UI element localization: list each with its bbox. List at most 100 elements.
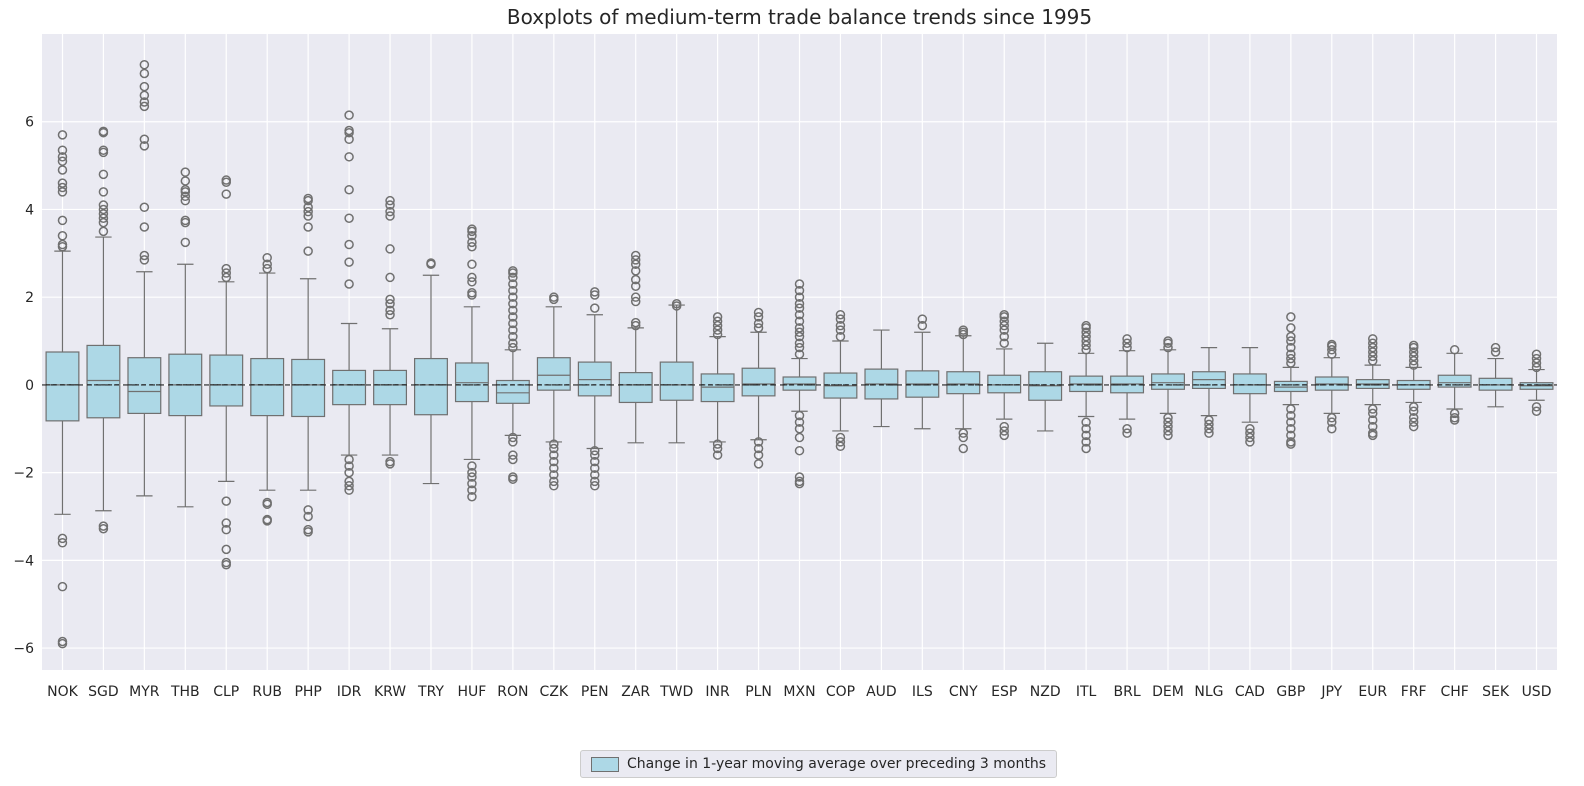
box-iqr: [250, 357, 285, 417]
outlier-point: [344, 184, 354, 195]
outlier-point: [1245, 424, 1255, 434]
outlier-point: [1327, 413, 1337, 423]
outlier-point: [467, 224, 477, 234]
outlier-point: [98, 213, 109, 223]
outlier-point: [712, 329, 723, 340]
outlier-point: [794, 285, 805, 296]
outlier-point: [1081, 345, 1091, 355]
x-tick-label: MYR: [129, 684, 160, 700]
outlier-point: [549, 450, 559, 460]
legend: Change in 1-year moving average over pre…: [580, 750, 1058, 778]
outlier-point: [508, 325, 518, 335]
box-nok: [45, 130, 80, 649]
outlier-point: [467, 272, 477, 283]
outlier-point: [753, 450, 764, 460]
outlier-point: [57, 215, 68, 226]
x-tick-label: NOK: [47, 684, 78, 700]
x-tick-label: GBP: [1276, 684, 1305, 700]
box-iqr: [946, 371, 981, 395]
outlier-point: [221, 559, 232, 570]
outlier-point: [1408, 347, 1419, 357]
outlier-point: [753, 312, 764, 322]
box-esp: [987, 309, 1022, 441]
box-iqr: [1437, 374, 1472, 388]
outlier-point: [1367, 430, 1378, 441]
x-tick-label: CZK: [540, 684, 569, 700]
outlier-point: [1163, 421, 1173, 432]
outlier-point: [344, 134, 354, 145]
box-iqr: [659, 361, 694, 401]
outlier-point: [630, 274, 641, 285]
box-iqr: [291, 358, 326, 418]
outlier-point: [1286, 312, 1296, 322]
outlier-point: [221, 544, 232, 555]
outlier-point: [958, 443, 969, 454]
outlier-point: [794, 292, 805, 302]
x-tick-label: FRF: [1401, 684, 1427, 700]
outlier-point: [1081, 336, 1091, 346]
box-iqr: [414, 357, 448, 416]
outlier-point: [98, 187, 109, 197]
outlier-point: [467, 485, 477, 495]
box-iqr: [1273, 380, 1308, 393]
legend-swatch: [591, 756, 619, 772]
outlier-point: [712, 450, 723, 460]
outlier-point: [508, 272, 518, 283]
outlier-point: [999, 421, 1009, 432]
outlier-point: [630, 250, 641, 261]
outlier-point: [630, 320, 641, 331]
outlier-point: [958, 432, 969, 443]
outlier-point: [98, 126, 109, 137]
outlier-point: [57, 533, 68, 544]
outlier-point: [344, 461, 354, 471]
x-tick-label: ILS: [912, 684, 933, 700]
box-cny: [946, 325, 981, 454]
box-iqr: [577, 361, 612, 397]
outlier-point: [835, 441, 846, 452]
x-tick-label: DEM: [1152, 684, 1184, 700]
outlier-point: [1122, 424, 1132, 434]
outlier-point: [467, 491, 477, 502]
x-tick-label: IDR: [337, 684, 362, 700]
outlier-point: [508, 266, 518, 276]
outlier-point: [1204, 424, 1214, 434]
box-iqr: [987, 374, 1022, 394]
outlier-point: [180, 195, 191, 206]
outlier-point: [262, 499, 272, 509]
outlier-point: [712, 443, 723, 454]
outlier-point: [794, 303, 805, 313]
box-mxn: [782, 279, 817, 489]
outlier-point: [1245, 437, 1255, 447]
outlier-point: [1367, 421, 1378, 432]
outlier-point: [344, 481, 354, 491]
outlier-point: [1408, 406, 1419, 416]
y-tick-label: 2: [25, 290, 34, 306]
outlier-point: [385, 294, 395, 305]
x-tick-label: ITL: [1076, 684, 1097, 700]
outlier-point: [671, 299, 682, 309]
outlier-point: [1081, 437, 1091, 447]
x-tick-label: HUF: [458, 684, 487, 700]
outlier-point: [712, 320, 723, 331]
outlier-point: [835, 309, 846, 320]
outlier-point: [57, 581, 68, 592]
x-tick-label: JPY: [1320, 684, 1342, 700]
outlier-point: [794, 309, 805, 320]
x-tick-label: CHF: [1440, 684, 1468, 700]
outlier-point: [590, 481, 600, 491]
box-brl: [1110, 334, 1145, 438]
box-inr: [700, 312, 735, 460]
outlier-point: [139, 202, 150, 213]
box-thb: [168, 167, 203, 508]
box-iqr: [1151, 373, 1185, 390]
outlier-point: [549, 476, 559, 487]
outlier-point: [917, 314, 928, 324]
outlier-point: [1531, 353, 1542, 364]
outlier-point: [712, 325, 723, 335]
outlier-point: [1367, 356, 1378, 366]
outlier-point: [999, 325, 1009, 335]
outlier-point: [467, 472, 477, 482]
outlier-point: [1163, 417, 1173, 427]
x-tick-label: EUR: [1358, 684, 1387, 700]
